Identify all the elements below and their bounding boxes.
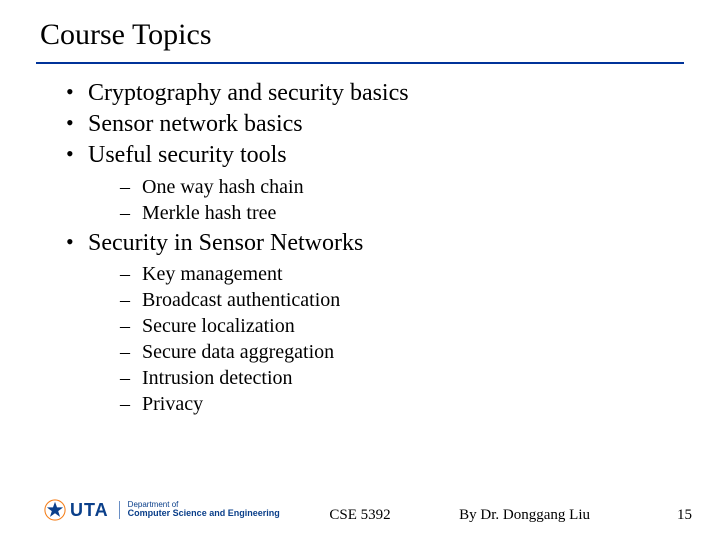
footer-course: CSE 5392 [329, 507, 390, 524]
bullet-item: Useful security tools One way hash chain… [66, 140, 684, 225]
bullet-item: Sensor network basics [66, 109, 684, 140]
sub-list: Key management Broadcast authentication … [88, 261, 684, 417]
sub-item: Secure localization [120, 313, 684, 339]
department-label: Department of Computer Science and Engin… [119, 501, 280, 520]
dept-line2: Computer Science and Engineering [128, 509, 280, 519]
sub-item: Merkle hash tree [120, 200, 684, 226]
bullet-text: Useful security tools [88, 142, 287, 168]
bullet-item: Cryptography and security basics [66, 78, 684, 109]
slide-content: Cryptography and security basics Sensor … [36, 78, 684, 417]
bullet-text: Sensor network basics [88, 111, 303, 137]
sub-item: Privacy [120, 391, 684, 417]
sub-item: Key management [120, 261, 684, 287]
bullet-text: Security in Sensor Networks [88, 230, 363, 256]
bullet-list: Cryptography and security basics Sensor … [46, 78, 684, 417]
footer-page: 15 [677, 507, 692, 524]
sub-item: One way hash chain [120, 174, 684, 200]
uta-text: UTA [70, 500, 109, 521]
uta-logo: UTA [44, 499, 109, 521]
footer-author: By Dr. Donggang Liu [459, 507, 590, 524]
bullet-item: Security in Sensor Networks Key manageme… [66, 228, 684, 417]
slide: Course Topics Cryptography and security … [0, 0, 720, 540]
star-icon [44, 499, 66, 521]
logo-block: UTA Department of Computer Science and E… [0, 499, 280, 521]
title-underline [36, 62, 684, 64]
slide-title: Course Topics [36, 18, 684, 52]
sub-item: Secure data aggregation [120, 339, 684, 365]
bullet-text: Cryptography and security basics [88, 80, 409, 106]
sub-item: Intrusion detection [120, 365, 684, 391]
sub-item: Broadcast authentication [120, 287, 684, 313]
footer: UTA Department of Computer Science and E… [0, 490, 720, 530]
sub-list: One way hash chain Merkle hash tree [88, 174, 684, 226]
